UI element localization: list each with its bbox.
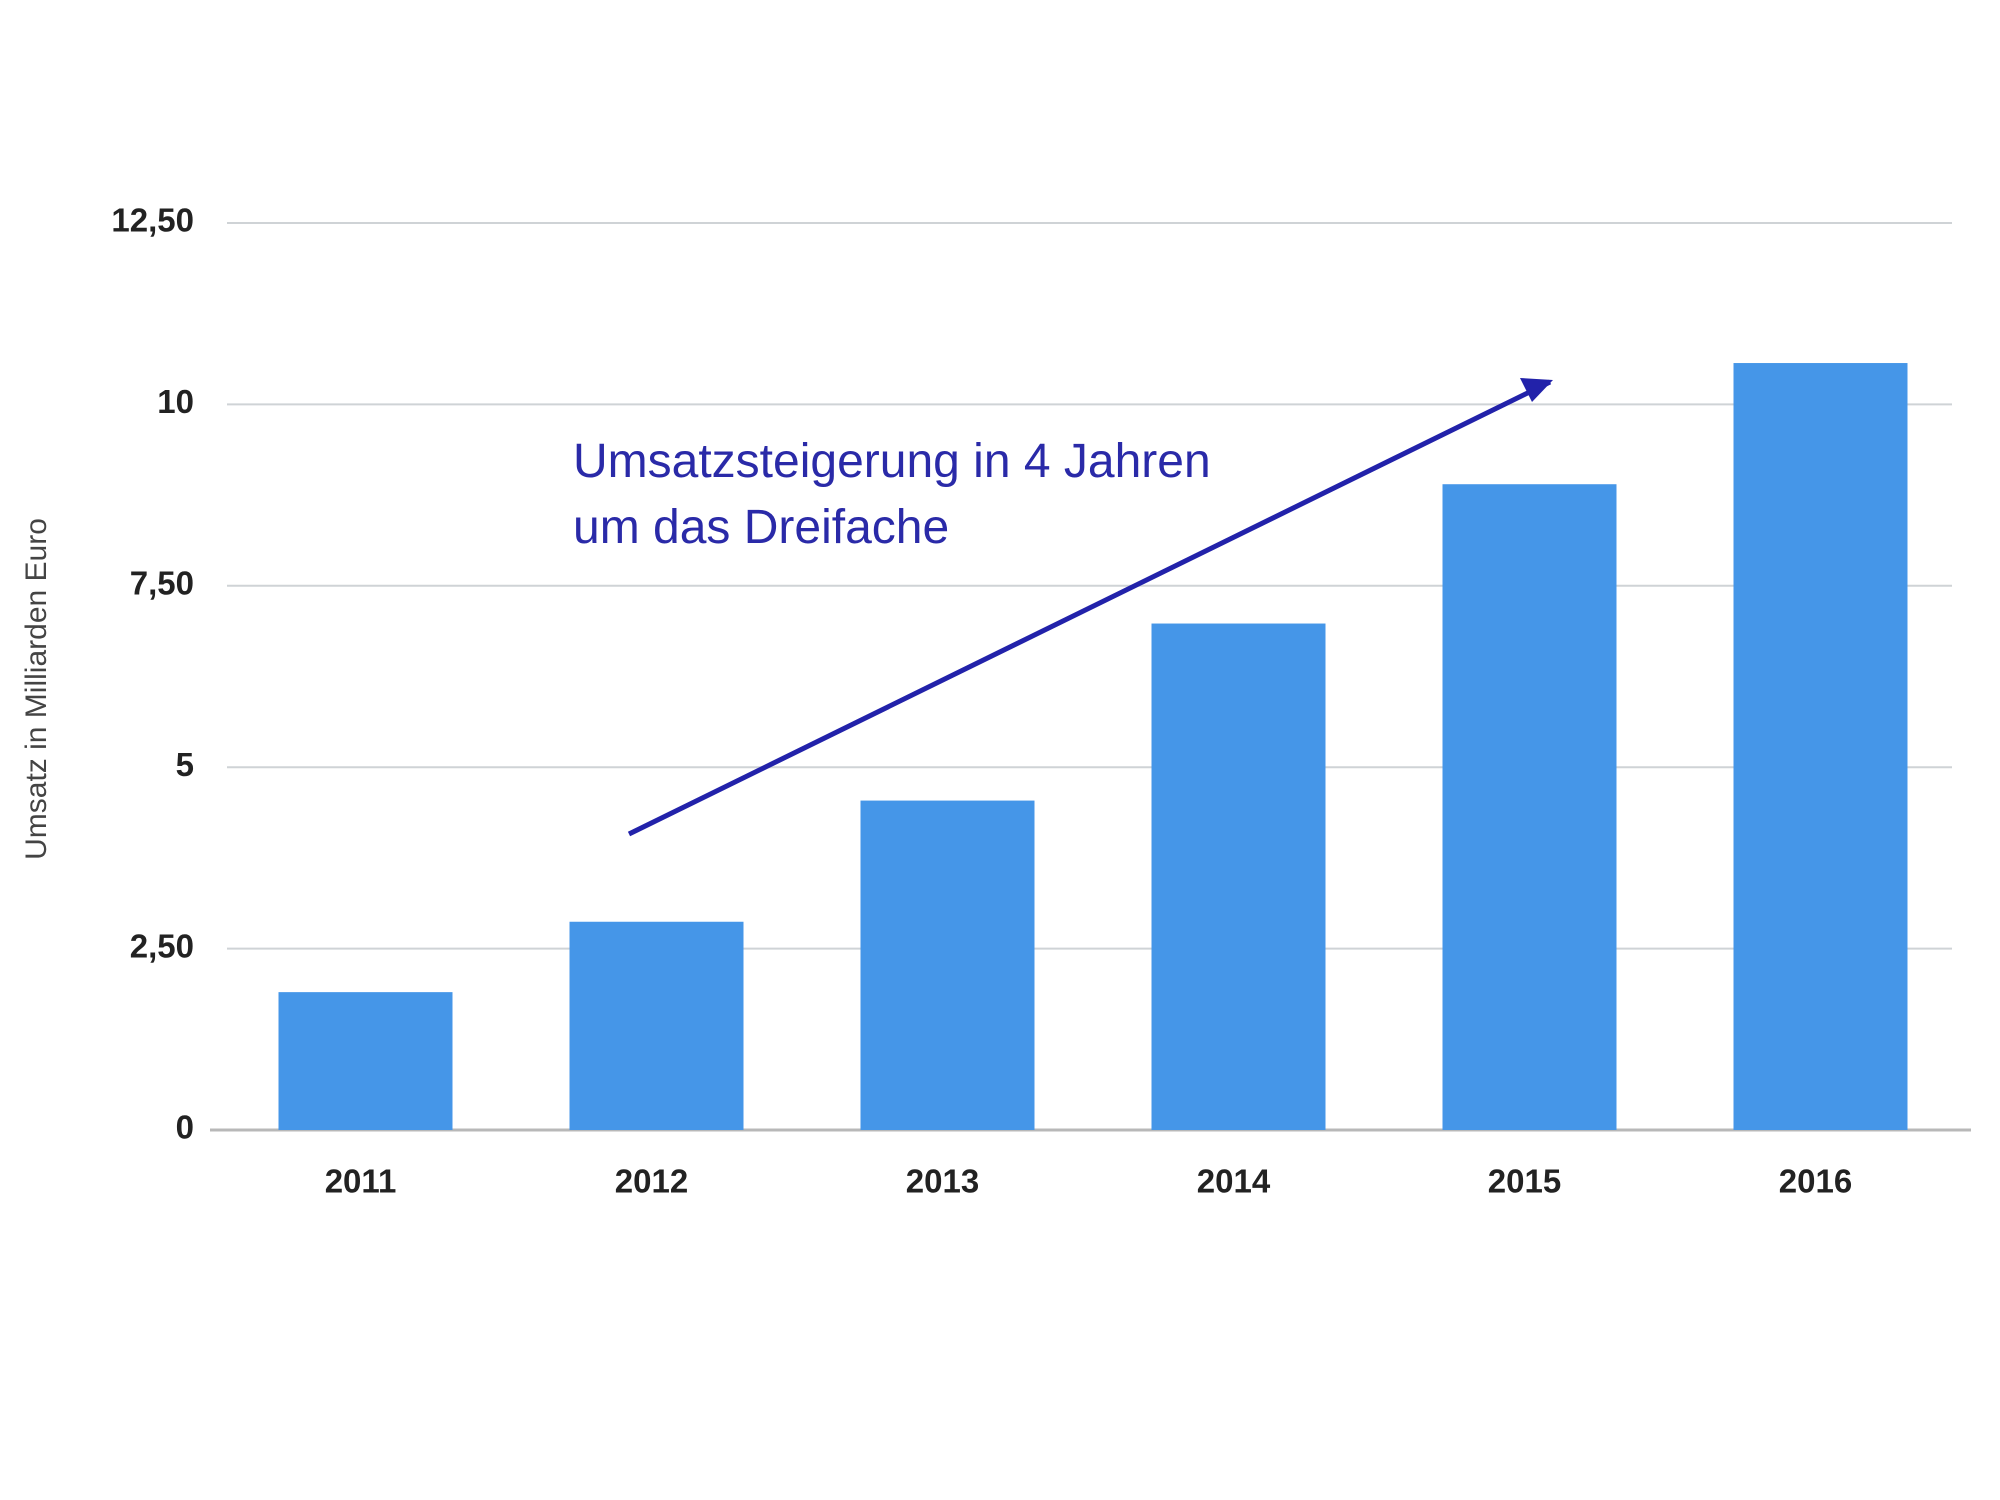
bar	[1733, 363, 1908, 1131]
y-tick-label: 5	[176, 746, 194, 783]
x-tick-label: 2016	[1779, 1163, 1852, 1200]
bar	[860, 800, 1035, 1130]
y-tick-label: 12,50	[111, 202, 194, 239]
x-tick-label: 2011	[325, 1163, 397, 1200]
trend-arrow	[627, 379, 1552, 837]
bar	[278, 992, 453, 1130]
y-axis-title: Umsatz in Milliarden Euro	[20, 518, 53, 860]
x-tick-label: 2014	[1197, 1163, 1271, 1200]
y-tick-label: 10	[157, 383, 194, 420]
arrow-head	[1520, 378, 1553, 402]
x-tick-label: 2013	[906, 1163, 979, 1200]
x-tick-label: 2012	[615, 1163, 688, 1200]
y-tick-label: 0	[176, 1109, 194, 1146]
x-tick-label: 2015	[1488, 1163, 1561, 1200]
y-tick-label: 7,50	[130, 565, 194, 602]
plot-area: 0 2,50 5 7,50 10 12,50 2011 2012 2013 2014 2015 201…	[111, 202, 1971, 1200]
annotation: um das Dreifache	[573, 501, 949, 554]
bar	[569, 921, 744, 1130]
bar	[1442, 484, 1617, 1130]
bar	[1151, 623, 1326, 1130]
y-tick-label: 2,50	[130, 927, 194, 964]
annotation: Umsatzsteigerung in 4 Jahren	[573, 435, 1211, 488]
